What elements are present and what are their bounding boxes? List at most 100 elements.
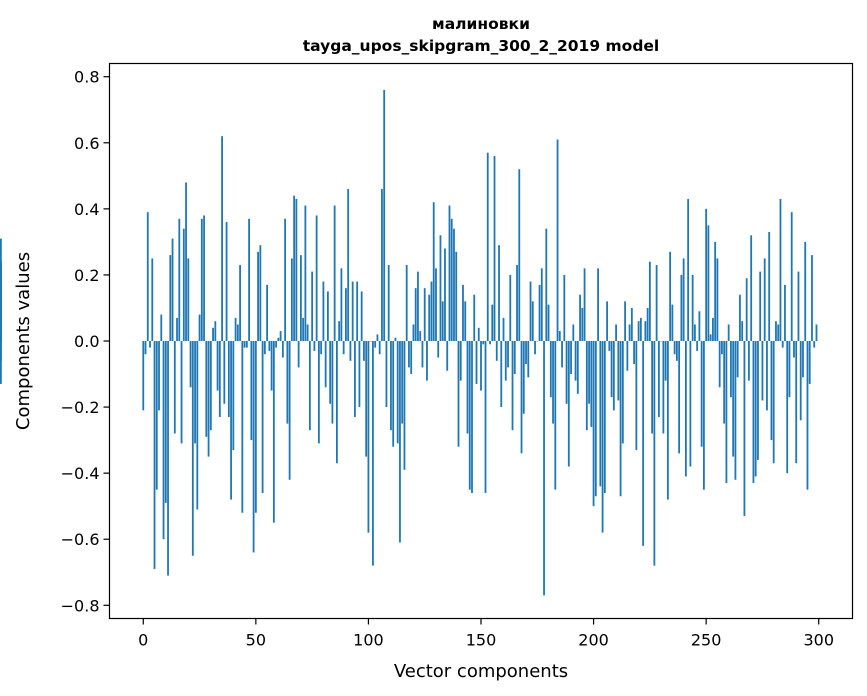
bar bbox=[678, 341, 681, 454]
bar bbox=[396, 341, 399, 444]
bar bbox=[712, 317, 714, 341]
bar bbox=[626, 341, 629, 371]
bar bbox=[232, 341, 235, 451]
bar bbox=[281, 341, 284, 358]
bar bbox=[173, 341, 176, 434]
y-tick-label: 0.6 bbox=[74, 134, 99, 153]
bar bbox=[374, 341, 377, 348]
bar bbox=[153, 341, 156, 569]
bar bbox=[633, 341, 636, 365]
bar bbox=[435, 268, 437, 341]
bar bbox=[178, 218, 181, 341]
bar bbox=[401, 341, 404, 424]
bar bbox=[714, 241, 717, 341]
bar bbox=[437, 341, 440, 358]
bar bbox=[372, 341, 374, 566]
bar bbox=[718, 341, 721, 388]
bar bbox=[705, 208, 708, 341]
x-tick-label: 150 bbox=[466, 631, 497, 650]
bar bbox=[576, 341, 579, 394]
bar bbox=[504, 341, 507, 381]
bar bbox=[802, 341, 804, 378]
bar bbox=[146, 212, 149, 341]
bar bbox=[642, 341, 645, 546]
bar bbox=[410, 341, 413, 375]
bar bbox=[299, 255, 302, 341]
bar bbox=[700, 341, 703, 447]
bar bbox=[430, 281, 433, 341]
bar bbox=[588, 341, 590, 404]
bar bbox=[329, 341, 332, 404]
bar bbox=[615, 324, 617, 341]
bar bbox=[311, 271, 314, 341]
bar bbox=[489, 341, 491, 345]
bar bbox=[495, 341, 498, 361]
bar bbox=[149, 341, 151, 348]
bar bbox=[502, 317, 505, 341]
bar bbox=[585, 341, 588, 431]
bar bbox=[763, 258, 766, 341]
bar bbox=[702, 341, 705, 490]
bar bbox=[214, 321, 217, 341]
bar bbox=[477, 327, 480, 341]
bar bbox=[191, 341, 194, 556]
bar bbox=[297, 341, 300, 368]
bar bbox=[203, 215, 205, 341]
bar bbox=[164, 341, 167, 503]
bar bbox=[513, 341, 516, 375]
bar bbox=[583, 268, 586, 341]
bar bbox=[223, 341, 226, 404]
bar bbox=[385, 341, 388, 408]
bar bbox=[507, 341, 509, 368]
bar bbox=[358, 341, 361, 408]
bar bbox=[687, 198, 690, 341]
bar bbox=[446, 341, 449, 371]
bar bbox=[171, 238, 174, 341]
y-tick-label: −0.6 bbox=[61, 530, 100, 549]
bar bbox=[185, 182, 187, 341]
bar bbox=[342, 341, 345, 355]
bar bbox=[306, 324, 309, 341]
bar bbox=[263, 341, 266, 355]
bar bbox=[426, 341, 428, 381]
bar bbox=[804, 241, 807, 341]
bar bbox=[612, 341, 615, 411]
bar bbox=[290, 258, 293, 341]
bar bbox=[155, 341, 158, 490]
bar bbox=[554, 341, 557, 490]
bar bbox=[176, 317, 178, 341]
bar bbox=[775, 321, 777, 341]
bar bbox=[732, 341, 735, 457]
bar bbox=[363, 341, 365, 361]
bar bbox=[313, 341, 316, 351]
bar bbox=[788, 341, 791, 398]
bar bbox=[811, 255, 813, 341]
y-axis-label: Components values bbox=[13, 252, 34, 430]
bar bbox=[0, 341, 2, 384]
bar bbox=[684, 341, 687, 477]
bar bbox=[399, 341, 401, 543]
bar bbox=[696, 341, 699, 351]
bar bbox=[567, 341, 570, 467]
bar bbox=[200, 218, 203, 341]
bar bbox=[651, 341, 654, 434]
bar bbox=[721, 341, 723, 355]
bar bbox=[196, 341, 199, 510]
bar bbox=[752, 341, 755, 484]
bar bbox=[565, 341, 568, 404]
bar bbox=[707, 225, 710, 341]
bar bbox=[522, 341, 525, 414]
bar bbox=[376, 334, 379, 341]
bar bbox=[664, 341, 667, 381]
bar bbox=[484, 341, 487, 493]
bar bbox=[221, 136, 223, 341]
bar bbox=[673, 341, 676, 355]
bar bbox=[698, 311, 701, 341]
bar bbox=[207, 341, 210, 457]
x-tick-label: 250 bbox=[691, 631, 722, 650]
bar bbox=[236, 324, 239, 341]
bar bbox=[0, 261, 2, 341]
bar bbox=[766, 341, 768, 411]
bar bbox=[428, 294, 431, 341]
bar bbox=[336, 341, 338, 464]
